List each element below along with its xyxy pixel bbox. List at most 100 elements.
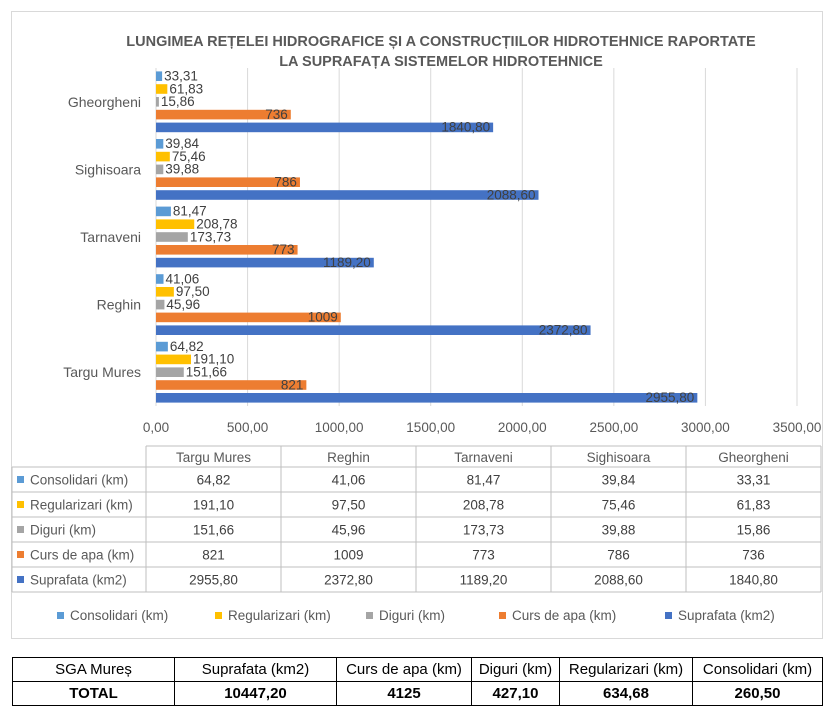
bar-data-label: 61,83 [169,81,203,96]
bar-diguri [156,367,184,377]
data-table-header: Reghin [327,450,370,465]
data-table-cell: 786 [607,548,630,563]
data-table-cell: 15,86 [737,523,771,538]
legend-entry: Consolidari (km) [70,608,168,623]
data-table-cell: 64,82 [197,473,231,488]
bar-data-label: 1840,80 [441,120,490,135]
bar-data-label: 736 [265,107,288,122]
x-tick-label: 3000,00 [681,420,730,435]
data-table-cell: 81,47 [467,473,501,488]
x-tick-label: 2500,00 [589,420,638,435]
total-header-cell: Curs de apa (km) [336,657,472,682]
bar-data-label: 39,88 [165,162,199,177]
category-label: Targu Mures [63,364,141,380]
bar-diguri [156,232,188,242]
total-header-cell: Regularizari (km) [559,657,693,682]
x-tick-label: 1500,00 [406,420,455,435]
data-table-cell: 1009 [333,548,363,563]
bar-curs [156,380,307,390]
legend-entry: Curs de apa (km) [512,608,616,623]
bar-suprafata [156,122,494,133]
category-label: Tarnaveni [80,229,141,245]
total-value-cell: 634,68 [559,681,693,706]
total-value-cell: 260,50 [692,681,823,706]
category-label: Sighisoara [75,161,141,177]
total-value-cell: 10447,20 [174,681,337,706]
data-table-cell: 39,88 [602,523,636,538]
total-header-cell: Consolidari (km) [692,657,823,682]
bar-data-label: 173,73 [190,229,231,244]
data-table-header: Gheorgheni [718,450,789,465]
bar-data-label: 2372,80 [539,323,588,338]
bar-curs [156,245,298,255]
legend-swatch [665,612,672,619]
x-tick-label: 0,00 [143,420,169,435]
bar-data-label: 41,06 [166,271,200,286]
bar-curs [156,177,300,187]
bar-data-label: 208,78 [196,217,237,232]
bar-consolidari [156,139,164,149]
data-table-cell: 191,10 [193,498,234,513]
data-table-cell: 45,96 [332,523,366,538]
bar-regularizari [156,287,174,297]
data-table-header: Targu Mures [176,450,251,465]
bar-data-label: 81,47 [173,204,207,219]
bar-chart: LUNGIMEA REȚELEI HIDROGRAFICE ȘI A CONST… [11,34,822,623]
data-table-cell: 41,06 [332,473,366,488]
data-table-swatch [17,551,24,558]
bar-diguri [156,97,159,107]
total-table-total-row: TOTAL 10447,20 4125 427,10 634,68 260,50 [12,681,823,706]
bar-data-label: 15,86 [161,94,195,109]
data-table-swatch [17,576,24,583]
bar-data-label: 39,84 [165,136,199,151]
legend-swatch [366,612,373,619]
data-table-series-label: Regularizari (km) [30,498,133,513]
data-table-swatch [17,526,24,533]
bar-regularizari [156,354,191,365]
data-table-cell: 97,50 [332,498,366,513]
data-table-cell: 75,46 [602,498,636,513]
bar-suprafata [156,257,374,268]
data-table-series-label: Consolidari (km) [30,473,128,488]
x-tick-label: 500,00 [227,420,268,435]
data-table-cell: 773 [472,548,495,563]
legend-swatch [57,612,64,619]
bar-regularizari [156,219,195,229]
data-table-cell: 1840,80 [729,573,778,588]
bar-data-label: 786 [274,175,297,190]
total-header-cell: Diguri (km) [471,657,560,682]
data-table-series-label: Diguri (km) [30,523,96,538]
bar-suprafata [156,190,539,200]
bar-data-label: 151,66 [186,365,227,380]
total-table: SGA Mureș Suprafata (km2) Curs de apa (k… [12,657,823,706]
legend-swatch [215,612,222,619]
bar-data-label: 2088,60 [487,187,536,202]
bar-data-label: 1189,20 [323,255,371,270]
data-table-cell: 736 [742,548,765,563]
bar-data-label: 64,82 [170,339,204,354]
total-value-cell: 4125 [336,681,472,706]
legend-swatch [499,612,506,619]
total-header-cell: Suprafata (km2) [174,657,337,682]
bar-data-label: 773 [272,242,295,257]
legend-entry: Suprafata (km2) [678,608,775,623]
legend-entry: Diguri (km) [379,608,445,623]
data-table-cell: 39,84 [602,473,636,488]
data-table-cell: 1189,20 [460,573,508,588]
bar-consolidari [156,274,164,284]
category-label: Gheorgheni [68,94,141,110]
data-table-cell: 208,78 [463,498,504,513]
data-table-cell: 151,66 [193,523,234,538]
chart-title-line: LUNGIMEA REȚELEI HIDROGRAFICE ȘI A CONST… [126,34,756,50]
data-table-cell: 2088,60 [594,573,643,588]
total-header-cell: SGA Mureș [12,657,175,682]
data-table-header: Tarnaveni [454,450,513,465]
data-table-cell: 2372,80 [324,573,373,588]
bar-consolidari [156,71,163,81]
bar-suprafata [156,325,591,335]
bar-curs [156,312,341,323]
bar-diguri [156,299,165,310]
bar-consolidari [156,206,171,217]
data-table-series-label: Curs de apa (km) [30,548,134,563]
x-tick-label: 2000,00 [498,420,547,435]
